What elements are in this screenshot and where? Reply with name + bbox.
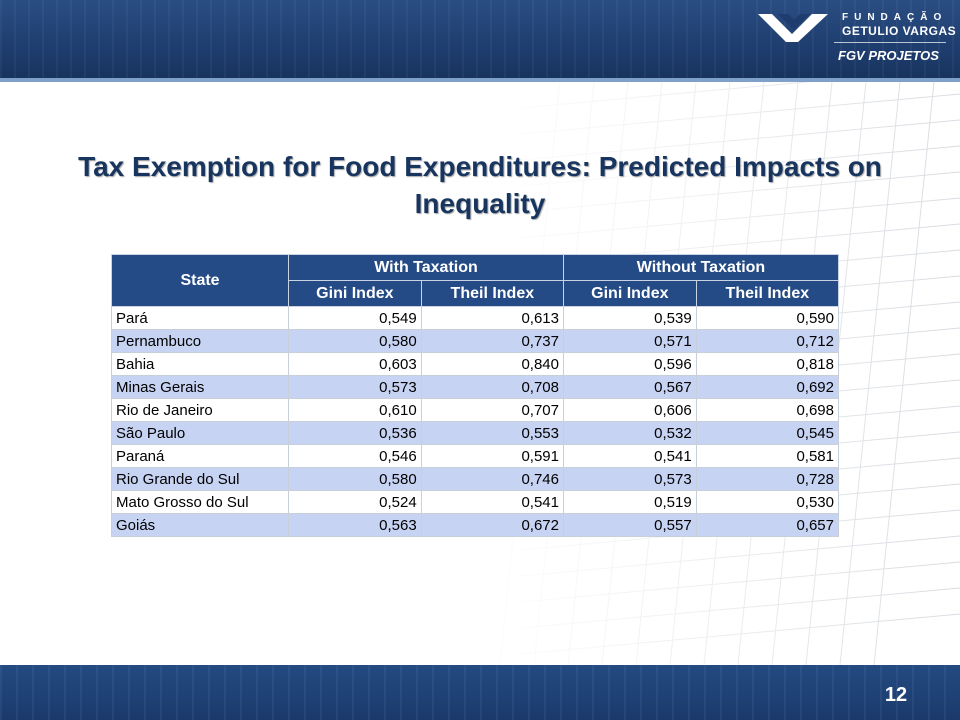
table-row: Pernambuco 0,580 0,737 0,571 0,712	[112, 330, 839, 353]
with-theil-cell: 0,672	[421, 514, 563, 537]
state-cell: Bahia	[112, 353, 289, 376]
with-gini-cell: 0,524	[289, 491, 422, 514]
without-theil-cell: 0,530	[696, 491, 838, 514]
footer-stripes	[0, 665, 960, 720]
page-number: 12	[866, 684, 926, 707]
with-theil-cell: 0,737	[421, 330, 563, 353]
without-theil-cell: 0,590	[696, 307, 838, 330]
state-cell: São Paulo	[112, 422, 289, 445]
without-gini-cell: 0,596	[563, 353, 696, 376]
logo-getulio-vargas: GETULIO VARGAS	[842, 24, 956, 38]
with-gini-cell: 0,573	[289, 376, 422, 399]
without-theil-cell: 0,657	[696, 514, 838, 537]
inequality-table: State With Taxation Without Taxation Gin…	[111, 254, 839, 537]
with-theil-cell: 0,541	[421, 491, 563, 514]
header-with-taxation: With Taxation	[289, 255, 564, 281]
table-row: Mato Grosso do Sul 0,524 0,541 0,519 0,5…	[112, 491, 839, 514]
without-gini-cell: 0,573	[563, 468, 696, 491]
with-theil-cell: 0,591	[421, 445, 563, 468]
table-row: Rio Grande do Sul 0,580 0,746 0,573 0,72…	[112, 468, 839, 491]
fgv-logo-mark-icon	[758, 12, 830, 44]
footer-band	[0, 665, 960, 720]
state-cell: Goiás	[112, 514, 289, 537]
table-row: Pará 0,549 0,613 0,539 0,590	[112, 307, 839, 330]
table-row: Goiás 0,563 0,672 0,557 0,657	[112, 514, 839, 537]
with-theil-cell: 0,553	[421, 422, 563, 445]
without-theil-cell: 0,728	[696, 468, 838, 491]
without-theil-cell: 0,545	[696, 422, 838, 445]
without-theil-cell: 0,692	[696, 376, 838, 399]
state-cell: Paraná	[112, 445, 289, 468]
without-gini-cell: 0,571	[563, 330, 696, 353]
header-without-taxation: Without Taxation	[563, 255, 838, 281]
fgv-logo: FUNDAÇÃO GETULIO VARGAS FGV PROJETOS	[758, 12, 948, 72]
without-gini-cell: 0,539	[563, 307, 696, 330]
with-theil-cell: 0,707	[421, 399, 563, 422]
without-theil-cell: 0,712	[696, 330, 838, 353]
with-theil-cell: 0,613	[421, 307, 563, 330]
without-gini-cell: 0,557	[563, 514, 696, 537]
state-cell: Mato Grosso do Sul	[112, 491, 289, 514]
table-row: Rio de Janeiro 0,610 0,707 0,606 0,698	[112, 399, 839, 422]
table-row: Bahia 0,603 0,840 0,596 0,818	[112, 353, 839, 376]
with-gini-cell: 0,536	[289, 422, 422, 445]
logo-divider	[834, 42, 946, 43]
header-theil-without: Theil Index	[696, 281, 838, 307]
state-cell: Rio Grande do Sul	[112, 468, 289, 491]
with-gini-cell: 0,563	[289, 514, 422, 537]
with-theil-cell: 0,708	[421, 376, 563, 399]
header-state: State	[112, 255, 289, 307]
with-gini-cell: 0,603	[289, 353, 422, 376]
with-gini-cell: 0,546	[289, 445, 422, 468]
table-row: Paraná 0,546 0,591 0,541 0,581	[112, 445, 839, 468]
header-gini-with: Gini Index	[289, 281, 422, 307]
with-gini-cell: 0,580	[289, 330, 422, 353]
with-theil-cell: 0,840	[421, 353, 563, 376]
without-gini-cell: 0,519	[563, 491, 696, 514]
header-theil-with: Theil Index	[421, 281, 563, 307]
with-gini-cell: 0,610	[289, 399, 422, 422]
slide-title: Tax Exemption for Food Expenditures: Pre…	[60, 148, 900, 222]
state-cell: Pernambuco	[112, 330, 289, 353]
logo-fgv-projetos: FGV PROJETOS	[838, 48, 939, 63]
without-gini-cell: 0,541	[563, 445, 696, 468]
without-gini-cell: 0,606	[563, 399, 696, 422]
with-theil-cell: 0,746	[421, 468, 563, 491]
table-header-row-groups: State With Taxation Without Taxation	[112, 255, 839, 281]
state-cell: Minas Gerais	[112, 376, 289, 399]
without-theil-cell: 0,581	[696, 445, 838, 468]
state-cell: Rio de Janeiro	[112, 399, 289, 422]
header-gini-without: Gini Index	[563, 281, 696, 307]
without-gini-cell: 0,567	[563, 376, 696, 399]
with-gini-cell: 0,580	[289, 468, 422, 491]
state-cell: Pará	[112, 307, 289, 330]
without-theil-cell: 0,818	[696, 353, 838, 376]
with-gini-cell: 0,549	[289, 307, 422, 330]
logo-fundacao: FUNDAÇÃO	[842, 12, 947, 23]
table-row: Minas Gerais 0,573 0,708 0,567 0,692	[112, 376, 839, 399]
table-row: São Paulo 0,536 0,553 0,532 0,545	[112, 422, 839, 445]
without-gini-cell: 0,532	[563, 422, 696, 445]
without-theil-cell: 0,698	[696, 399, 838, 422]
